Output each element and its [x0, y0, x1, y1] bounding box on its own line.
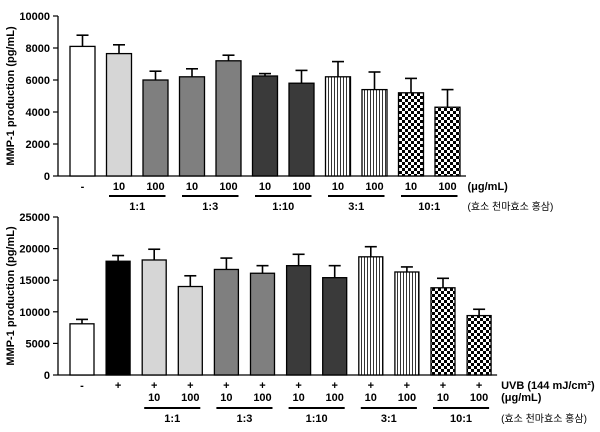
- bar: [213, 268, 240, 376]
- group-label: 1:1: [129, 201, 145, 213]
- x-tick-label: 100: [146, 181, 164, 193]
- y-tick-label: 4000: [26, 107, 50, 119]
- x-tick-label: 10: [292, 392, 304, 404]
- x-tick-label: 100: [181, 392, 199, 404]
- x-tick-label: 100: [219, 181, 237, 193]
- bar: [249, 272, 276, 376]
- group-label: 1:10: [306, 413, 328, 425]
- bar: [434, 106, 461, 177]
- x-tick-label: -: [81, 181, 85, 193]
- group-label: 10:1: [450, 413, 472, 425]
- uvb-sign: +: [223, 380, 229, 392]
- x-tick-label: 10: [186, 181, 198, 193]
- y-tick-label: 0: [44, 171, 50, 183]
- y-tick-label: 2000: [26, 139, 50, 151]
- group-label: 1:10: [272, 201, 294, 213]
- group-label: 1:3: [202, 201, 218, 213]
- x-tick-label: 10: [220, 392, 232, 404]
- x-tick-label: 100: [326, 392, 344, 404]
- bar: [177, 285, 203, 376]
- bar: [324, 76, 352, 177]
- x-tick-label: 10: [405, 181, 417, 193]
- y-axis-label: MMP-1 production (pg/mL): [5, 26, 17, 166]
- bar: [215, 60, 242, 177]
- x-tick-label: 100: [398, 392, 416, 404]
- group-label: 3:1: [348, 201, 364, 213]
- unit-label: (μg/mL): [501, 392, 542, 404]
- y-tick-label: 10000: [19, 11, 50, 23]
- uvb-sign: +: [187, 380, 193, 392]
- x-tick-label: 10: [148, 392, 160, 404]
- uvb-sign: -: [80, 380, 84, 392]
- bar: [397, 92, 425, 177]
- uvb-sign: +: [440, 380, 446, 392]
- bar: [288, 82, 315, 177]
- y-axis-label: MMP-1 production (pg/mL): [5, 226, 17, 366]
- y-tick-label: 6000: [26, 75, 50, 87]
- y-tick-label: 20000: [19, 244, 50, 256]
- uvb-sign: +: [151, 380, 157, 392]
- x-tick-label: 100: [365, 181, 383, 193]
- x-tick-label: 10: [437, 392, 449, 404]
- x-tick-label: 10: [113, 181, 125, 193]
- bar: [361, 88, 388, 177]
- bar: [430, 287, 456, 376]
- bar: [141, 259, 167, 376]
- uvb-sign: +: [259, 380, 265, 392]
- y-tick-label: 0: [44, 370, 50, 382]
- x-tick-label: 100: [292, 181, 310, 193]
- x-tick-label: 10: [259, 181, 271, 193]
- unit-label: (μg/mL): [468, 181, 509, 193]
- uvb-sign: +: [295, 380, 301, 392]
- y-tick-label: 8000: [26, 43, 50, 55]
- bar: [358, 256, 384, 376]
- bar: [285, 265, 312, 376]
- x-tick-label: 100: [438, 181, 456, 193]
- bar: [178, 76, 206, 177]
- y-tick-label: 15000: [19, 275, 50, 287]
- uvb-sign: +: [476, 380, 482, 392]
- x-tick-label: 100: [253, 392, 271, 404]
- group-label: 3:1: [381, 413, 397, 425]
- bar: [251, 75, 279, 177]
- bar: [394, 271, 420, 376]
- bar: [466, 314, 492, 376]
- bar: [105, 260, 131, 376]
- group-label: 1:1: [164, 413, 180, 425]
- uvb-label: UVB (144 mJ/cm²): [501, 380, 595, 392]
- x-tick-label: 10: [332, 181, 344, 193]
- y-tick-label: 10000: [19, 307, 50, 319]
- x-tick-label: 100: [470, 392, 488, 404]
- y-tick-label: 25000: [19, 212, 50, 224]
- uvb-sign: +: [368, 380, 374, 392]
- bar: [322, 277, 348, 376]
- group-note: (효소 천마효소 홍삼): [468, 200, 554, 213]
- group-label: 10:1: [418, 201, 440, 213]
- bar: [69, 323, 95, 376]
- bar: [105, 52, 133, 177]
- group-label: 1:3: [236, 413, 252, 425]
- group-note: (효소 천마효소 홍삼): [501, 412, 587, 425]
- bar: [69, 45, 96, 177]
- x-tick-label: 10: [365, 392, 377, 404]
- bar: [142, 79, 169, 177]
- uvb-sign: +: [404, 380, 410, 392]
- uvb-sign: +: [115, 380, 121, 392]
- y-tick-label: 5000: [26, 338, 50, 350]
- uvb-sign: +: [331, 380, 337, 392]
